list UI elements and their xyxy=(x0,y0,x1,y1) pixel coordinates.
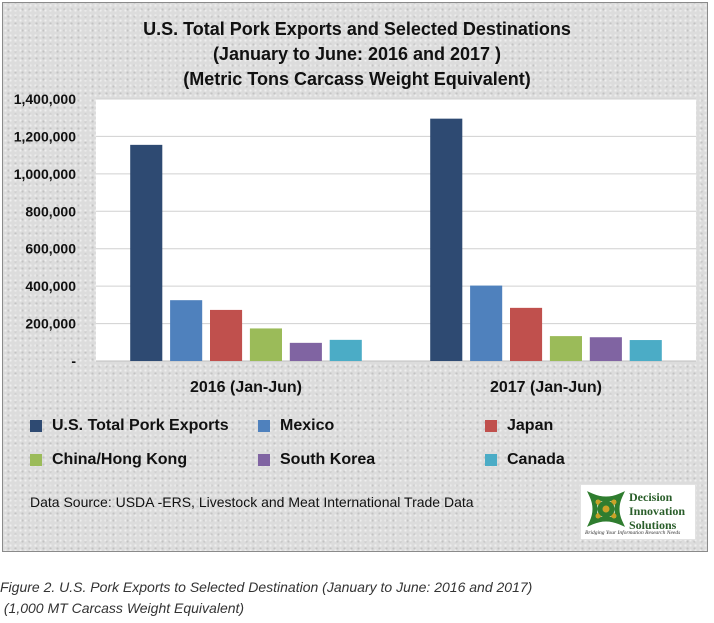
y-tick-label: 800,000 xyxy=(25,203,76,219)
figure-caption: Figure 2. U.S. Pork Exports to Selected … xyxy=(0,577,532,619)
bar-china-hong-kong xyxy=(249,328,282,361)
chart-title: U.S. Total Pork Exports and Selected Des… xyxy=(143,19,571,39)
bar-mexico xyxy=(470,285,503,361)
chart-subtitle-units: (Metric Tons Carcass Weight Equivalent) xyxy=(183,69,531,89)
caption-line: Figure 2. U.S. Pork Exports to Selected … xyxy=(0,579,533,595)
y-tick-label: 600,000 xyxy=(25,241,76,257)
bar-u-s-total-pork-exports xyxy=(430,118,463,362)
x-category-label: 2017 (Jan-Jun) xyxy=(490,379,602,396)
y-tick-label: 200,000 xyxy=(25,316,76,332)
bar-japan xyxy=(510,307,543,361)
bar-canada xyxy=(329,339,362,361)
legend-item-mexico: Mexico xyxy=(258,417,334,435)
legend-item-canada: Canada xyxy=(485,451,565,469)
legend-swatch xyxy=(485,420,497,432)
legend-item-south-korea: South Korea xyxy=(258,451,375,469)
data-source-note: Data Source: USDA -ERS, Livestock and Me… xyxy=(30,494,474,510)
legend-label: Mexico xyxy=(280,417,335,434)
y-tick-label: 400,000 xyxy=(25,278,76,294)
bar-chart: - 200,000 400,000 600,000 800,000 1,000,000 1,… xyxy=(14,91,696,396)
legend-label: Japan xyxy=(507,417,554,434)
bar-canada xyxy=(629,340,662,361)
legend-swatch xyxy=(258,420,270,432)
knot-icon xyxy=(587,491,625,527)
chart-subtitle: (January to June: 2016 and 2017 ) xyxy=(212,44,502,64)
y-tick-label: - xyxy=(71,353,76,369)
bar-south-korea xyxy=(589,337,622,361)
legend-label: Canada xyxy=(507,451,565,468)
legend-swatch xyxy=(258,454,270,466)
bar-mexico xyxy=(170,300,203,361)
legend-label: South Korea xyxy=(280,451,376,468)
logo-line: Solutions xyxy=(629,518,677,532)
legend-swatch xyxy=(30,420,42,432)
y-tick-label: 1,400,000 xyxy=(14,91,76,107)
legend-item-china-hong-kong: China/Hong Kong xyxy=(30,451,187,469)
legend-item-japan: Japan xyxy=(485,417,553,435)
legend-swatch xyxy=(485,454,497,466)
y-tick-label: 1,200,000 xyxy=(14,128,76,144)
legend-label: U.S. Total Pork Exports xyxy=(52,417,229,434)
y-tick-label: 1,000,000 xyxy=(14,166,76,182)
bar-japan xyxy=(210,309,243,361)
bar-china-hong-kong xyxy=(549,336,582,361)
logo-line: Innovation xyxy=(629,504,686,518)
legend-swatch xyxy=(30,454,42,466)
legend-item-us-total: U.S. Total Pork Exports xyxy=(30,417,229,435)
company-logo: Decision Innovation Solutions Bridging Y… xyxy=(580,484,696,540)
caption-line: (1,000 MT Carcass Weight Equivalent) xyxy=(0,600,245,616)
logo-line: Decision xyxy=(629,490,673,504)
bar-south-korea xyxy=(289,342,322,361)
logo-wordmark: Decision Innovation Solutions xyxy=(629,490,685,532)
logo-tagline: Bridging Your Information Research Needs xyxy=(585,530,681,536)
bar-u-s-total-pork-exports xyxy=(130,144,163,361)
x-category-label: 2016 (Jan-Jun) xyxy=(190,379,302,396)
legend-label: China/Hong Kong xyxy=(52,451,188,468)
